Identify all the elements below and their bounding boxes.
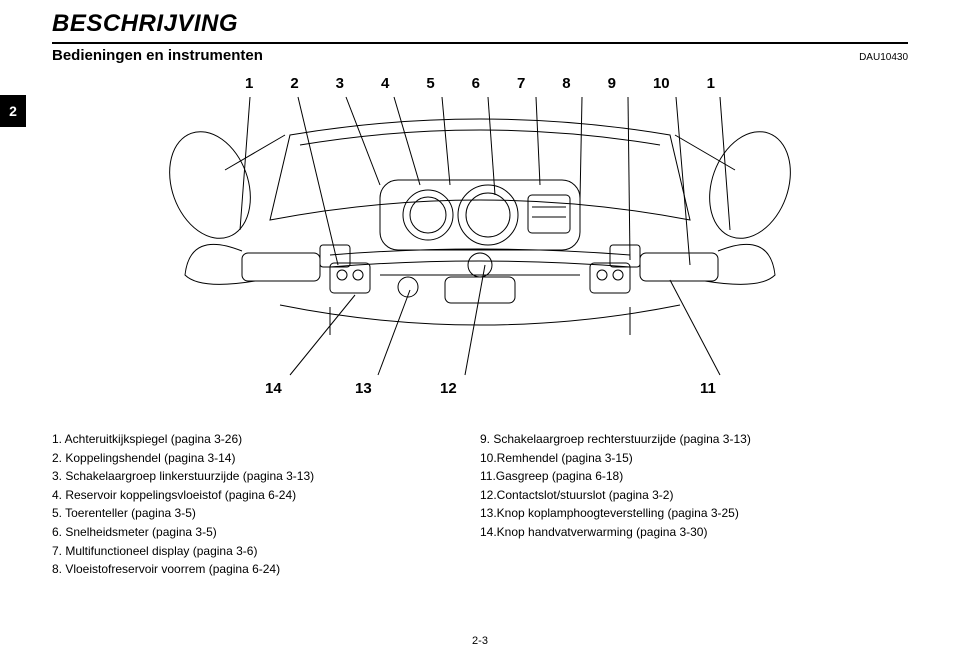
legend-right-column: 9. Schakelaargroep rechterstuurzijde (pa… [480,430,908,579]
legend: 1. Achteruitkijkspiegel (pagina 3-26) 2.… [52,430,908,579]
callout-number: 1 [707,75,715,92]
legend-item: 6. Snelheidsmeter (pagina 3-5) [52,523,480,542]
legend-item: 7. Multifunctioneel display (pagina 3-6) [52,542,480,561]
legend-item: 3. Schakelaargroep linkerstuurzijde (pag… [52,467,480,486]
callout-number: 1 [245,75,253,92]
legend-item: 9. Schakelaargroep rechterstuurzijde (pa… [480,430,908,449]
callout-number: 9 [608,75,616,92]
callout-number: 7 [517,75,525,92]
legend-item: 4. Reservoir koppelingsvloeistof (pagina… [52,486,480,505]
legend-item: 2. Koppelingshendel (pagina 3-14) [52,449,480,468]
callout-row-top: 1 2 3 4 5 6 7 8 9 10 1 [245,75,715,92]
diagram-svg [130,75,830,405]
subtitle-row: Bedieningen en instrumenten DAU10430 [52,47,908,64]
header-rule [52,42,908,44]
callout-number: 3 [336,75,344,92]
callout-number: 8 [562,75,570,92]
legend-item: 11.Gasgreep (pagina 6-18) [480,467,908,486]
doc-id: DAU10430 [859,52,908,63]
legend-left-column: 1. Achteruitkijkspiegel (pagina 3-26) 2.… [52,430,480,579]
legend-item: 1. Achteruitkijkspiegel (pagina 3-26) [52,430,480,449]
page-title: BESCHRIJVING [52,10,908,38]
page: BESCHRIJVING Bedieningen en instrumenten… [0,0,960,659]
callout-number: 12 [440,380,457,397]
callout-number: 10 [653,75,670,92]
legend-item: 13.Knop koplamphoogteverstelling (pagina… [480,504,908,523]
callout-number: 6 [472,75,480,92]
callout-number: 11 [700,380,716,397]
callout-number: 2 [290,75,298,92]
page-number: 2-3 [0,635,960,647]
legend-item: 8. Vloeistofreservoir voorrem (pagina 6-… [52,560,480,579]
legend-item: 12.Contactslot/stuurslot (pagina 3-2) [480,486,908,505]
callout-number: 4 [381,75,389,92]
chapter-tab: 2 [0,95,26,127]
callout-number: 13 [355,380,372,397]
legend-item: 10.Remhendel (pagina 3-15) [480,449,908,468]
page-subtitle: Bedieningen en instrumenten [52,47,263,64]
callout-number: 5 [426,75,434,92]
page-header: BESCHRIJVING Bedieningen en instrumenten… [52,10,908,64]
legend-item: 5. Toerenteller (pagina 3-5) [52,504,480,523]
legend-item: 14.Knop handvatverwarming (pagina 3-30) [480,523,908,542]
callout-number: 14 [265,380,282,397]
handlebar-diagram: 1 2 3 4 5 6 7 8 9 10 1 [130,75,830,405]
